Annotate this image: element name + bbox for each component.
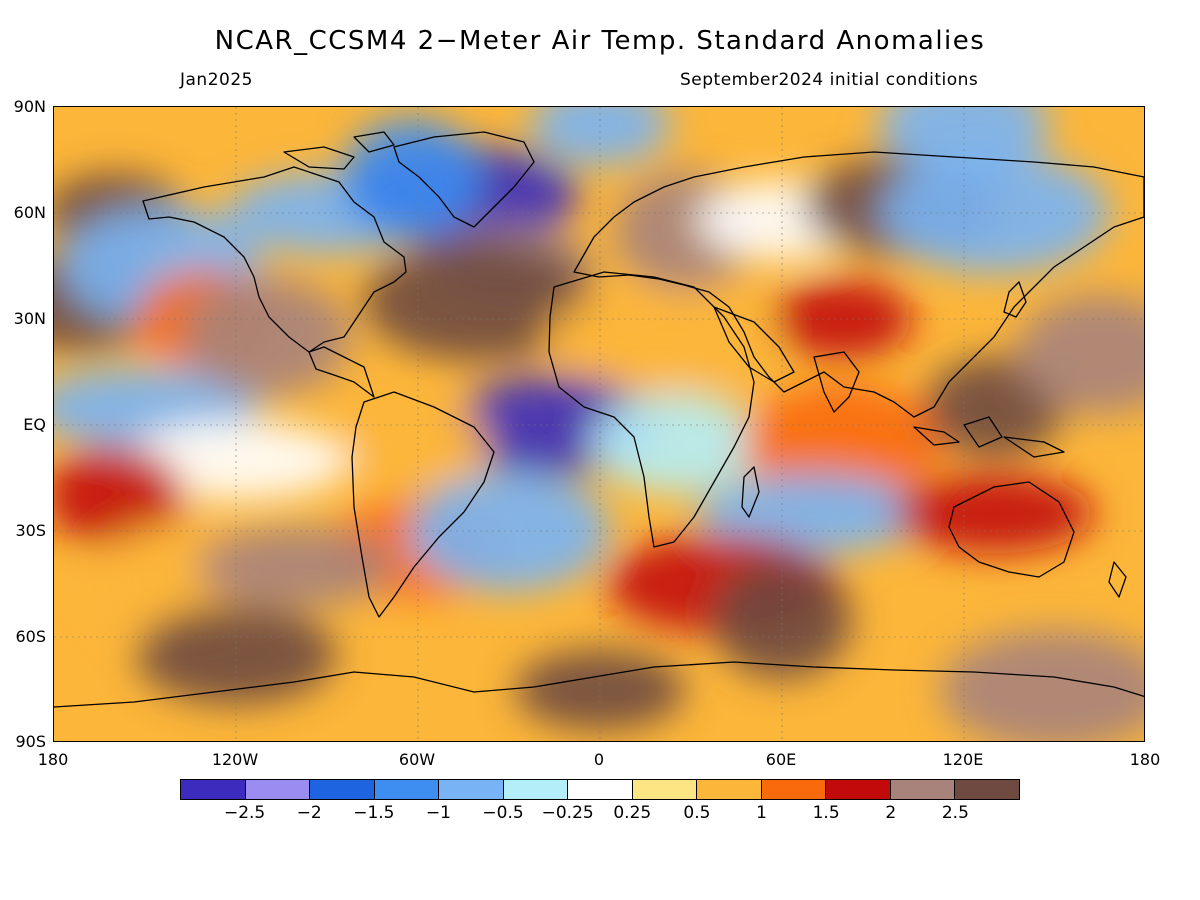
- legend-label: 1.5: [812, 803, 840, 823]
- coast-australia: [948, 481, 1075, 578]
- lon-label-180w: 180: [37, 750, 69, 769]
- anomaly-region: [409, 471, 609, 591]
- anomaly-region: [940, 630, 1144, 741]
- coastlines: [54, 131, 1144, 708]
- initial-conditions: September2024 initial conditions: [680, 70, 979, 90]
- coast-eurasia: [573, 151, 1144, 418]
- legend-swatch: [374, 780, 440, 799]
- legend-swatch: [245, 780, 311, 799]
- legend-swatch: [568, 780, 633, 799]
- anomaly-region: [363, 241, 594, 362]
- legend-swatch: [955, 780, 1019, 799]
- anomaly-region: [54, 445, 185, 546]
- lat-label-90n: 90N: [13, 97, 46, 116]
- coast-new-zealand: [1108, 561, 1127, 598]
- legend-label: 2.5: [941, 803, 969, 823]
- lon-label-60e: 60E: [765, 750, 797, 769]
- anomaly-region: [894, 473, 1095, 554]
- legend-swatch: [439, 780, 504, 799]
- legend-label: −2.5: [223, 803, 266, 823]
- coast-greenland: [393, 131, 535, 228]
- anomaly-region: [348, 402, 488, 483]
- anomaly-region: [879, 153, 1110, 273]
- coast-arabia: [713, 306, 795, 383]
- anomaly-region: [590, 392, 761, 493]
- anomaly-fields: [54, 107, 1144, 741]
- legend-swatch: [826, 780, 891, 799]
- lat-label-30n: 30N: [13, 309, 46, 328]
- anomaly-region: [530, 107, 670, 165]
- color-legend-bar: [180, 779, 1020, 800]
- anomaly-map: [53, 106, 1145, 742]
- anomaly-region: [879, 107, 1049, 175]
- anomaly-region: [772, 279, 913, 359]
- legend-label: 1: [756, 803, 767, 823]
- anomaly-region: [712, 559, 852, 680]
- legend-swatch: [890, 780, 956, 799]
- anomaly-map-svg: [54, 107, 1144, 741]
- anomaly-region: [196, 526, 397, 607]
- lon-label-180e: 180: [1129, 750, 1161, 769]
- coast-north-america: [142, 166, 407, 398]
- lat-label-60n: 60N: [13, 203, 46, 222]
- coast-madagascar: [741, 466, 760, 518]
- legend-swatch: [697, 780, 762, 799]
- coast-africa: [548, 271, 755, 548]
- lon-label-120w: 120W: [211, 750, 259, 769]
- anomaly-region: [1015, 294, 1144, 415]
- legend-label: −2: [296, 803, 322, 823]
- lon-label-0: 0: [593, 750, 605, 769]
- lon-label-60w: 60W: [398, 750, 436, 769]
- lat-label-30s: 30S: [15, 521, 46, 540]
- lat-label-eq: EQ: [23, 415, 46, 434]
- coast-indonesia: [913, 416, 1065, 458]
- coast-south-america: [351, 391, 495, 618]
- anomaly-region: [742, 382, 943, 503]
- legend-label: −0.5: [482, 803, 524, 823]
- legend-swatch: [761, 780, 827, 799]
- legend-label: 0.25: [613, 803, 652, 823]
- legend-swatch: [181, 780, 246, 799]
- legend-label: −0.25: [541, 803, 594, 823]
- legend-swatch: [310, 780, 375, 799]
- lon-label-120e: 120E: [942, 750, 984, 769]
- legend-label: −1: [425, 803, 451, 823]
- lat-label-90s: 90S: [15, 732, 46, 751]
- legend-label: −1.5: [353, 803, 395, 823]
- anomaly-region: [181, 276, 352, 397]
- coast-arctic-islands: [283, 131, 395, 170]
- lat-label-60s: 60S: [15, 627, 46, 646]
- forecast-month: Jan2025: [180, 70, 253, 90]
- legend-swatch: [503, 780, 569, 799]
- coast-india: [813, 351, 860, 413]
- anomaly-region: [545, 286, 776, 387]
- chart-title: NCAR_CCSM4 2−Meter Air Temp. Standard An…: [214, 26, 986, 56]
- legend-label: 0.5: [683, 803, 711, 823]
- coast-japan: [1003, 281, 1027, 318]
- legend-swatch: [632, 780, 698, 799]
- coast-antarctica: [54, 661, 1144, 708]
- anomaly-region: [697, 473, 928, 554]
- legend-label: 2: [885, 803, 897, 823]
